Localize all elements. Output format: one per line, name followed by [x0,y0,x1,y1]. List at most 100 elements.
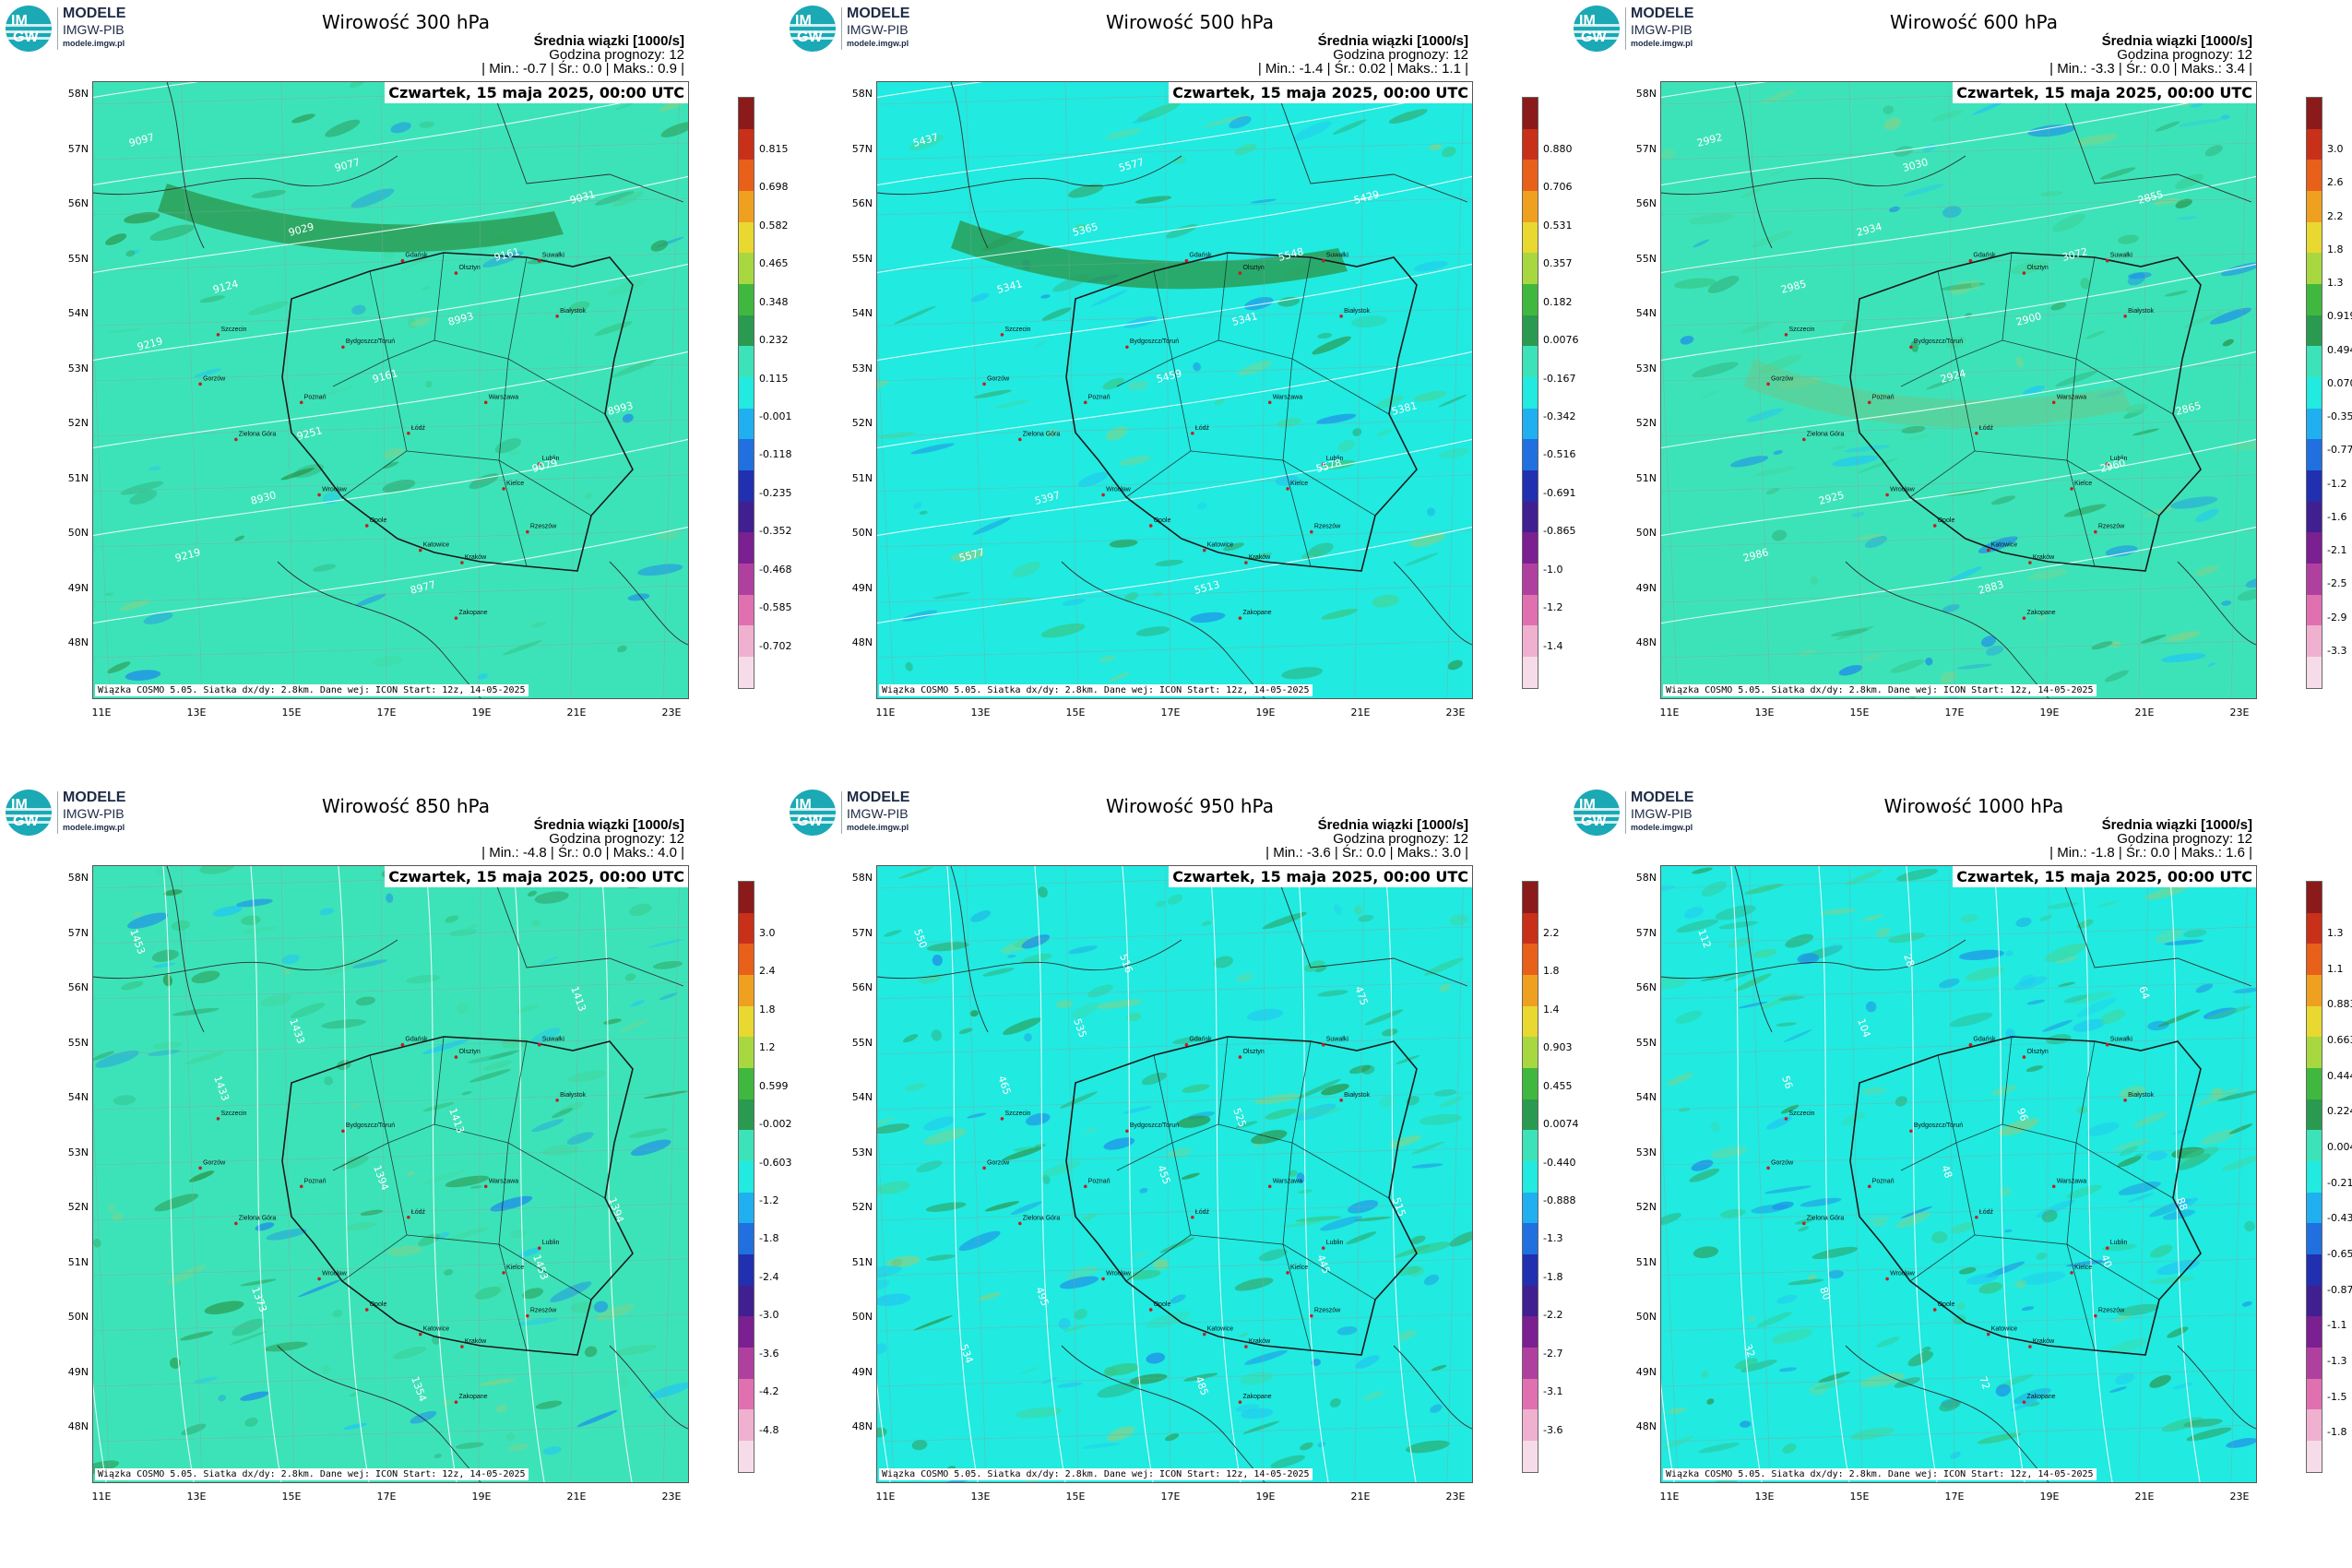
map-canvas: Gdańsk Olsztyn Suwałki Białystok Szczecin Byd… [877,866,1472,1482]
vorticity-band [1744,359,2132,428]
colorbar-segment [739,1378,754,1410]
vorticity-cell [2148,1277,2194,1284]
vorticity-cell [1240,1372,1274,1385]
latitude-gridline [1661,474,2256,493]
vorticity-cell [1103,1137,1135,1150]
city-marker [454,616,458,620]
vorticity-cell [157,868,165,876]
vorticity-cell [1661,148,1676,160]
colorbar-tick-label: 1.1 [2327,962,2344,975]
vorticity-cell [1127,1269,1161,1280]
latitude-label: 53N [67,362,89,374]
vorticity-cell [372,656,404,667]
city-marker [299,1184,303,1189]
model-info-footer: Wiązka COSMO 5.05. Siatka dx/dy: 2.8km. … [1663,684,2097,696]
longitude-gridline [1848,866,1863,1482]
vorticity-map: Gdańsk Olsztyn Suwałki Białystok Szczecin Byd… [876,81,1473,699]
city-label: Gdańsk [1973,1037,1996,1043]
vorticity-cell [1413,390,1447,402]
city-marker [2022,616,2026,620]
vorticity-cell [1312,1359,1321,1367]
city-marker [400,1042,405,1047]
vorticity-cell [1041,1377,1058,1384]
vorticity-cell [1426,507,1435,517]
vorticity-cell [422,1101,455,1112]
logo-line3: modele.imgw.pl [1631,39,1693,48]
vorticity-cell [2102,1243,2137,1252]
colorbar-tick-label: -2.9 [2327,611,2347,624]
vorticity-cell [1823,943,1844,956]
vorticity-cell [931,1029,943,1041]
logo-badge-icon: IM GW [6,790,52,836]
colorbar-tick-label: -2.4 [759,1270,779,1283]
neighbour-border [1845,1345,2049,1482]
colorbar [1522,881,1538,1473]
vorticity-cell [199,866,235,874]
logo-badge-icon: IM GW [1574,6,1620,52]
map-panel: IM GW MODELE IMGW-PIB modele.imgw.pl Wir… [784,0,1579,784]
vorticity-cell [1077,471,1109,488]
vorticity-cell [461,1091,472,1096]
city-label: Rzeszów [530,1308,557,1314]
logo-badge-bottom: GW [797,814,823,829]
colorbar-segment [2307,1130,2322,1162]
vorticity-cell [474,1286,502,1300]
latitude-label: 58N [1635,88,1657,100]
vorticity-cell [1293,1106,1341,1117]
region-border [498,1243,528,1351]
city-marker [537,1246,541,1250]
colorbar-segment [2307,564,2322,595]
latitude-label: 48N [67,636,89,648]
city-label: Kielce [506,1265,524,1271]
vorticity-cell [1794,1218,1814,1225]
city-marker [982,1166,986,1170]
latitude-gridline [93,1092,688,1111]
colorbar-tick-label: -1.2 [2327,477,2347,490]
latitude-gridline [1661,1258,2256,1277]
vorticity-cell [218,1395,227,1402]
vorticity-cell [1102,377,1125,390]
vorticity-cell [1844,445,1891,453]
vorticity-cell [2105,545,2138,557]
city-marker [1238,1400,1242,1404]
city-marker [1191,1215,1194,1219]
vorticity-cell [107,661,131,674]
colorbar-segment [2307,1316,2322,1348]
city-marker [1184,1042,1189,1047]
vorticity-cell [514,201,542,216]
latitude-label: 55N [1635,1036,1657,1049]
longitude-label: 11E [1659,707,1680,719]
vorticity-cell [1841,1111,1866,1126]
city-marker [1321,1246,1325,1250]
vorticity-cell [1765,487,1780,495]
colorbar-tick-label: 1.3 [2327,927,2344,939]
vorticity-cell [2114,1372,2135,1384]
region-border [2075,1142,2174,1199]
latitude-gridline [877,253,1472,271]
colorbar-tick-label: -1.3 [1543,1232,1563,1245]
vorticity-cell [495,1404,507,1413]
vorticity-cell [637,564,683,576]
vorticity-cell [1119,456,1151,466]
latitude-label: 49N [67,1365,89,1378]
vorticity-cell [2176,216,2197,220]
vorticity-cell [1778,995,1805,1001]
city-label: Suwałki [542,253,565,259]
neighbour-border [2057,82,2252,203]
logo-badge-icon: IM GW [6,6,52,52]
latitude-gridline [93,529,688,548]
valid-date-label: Czwartek, 15 maja 2025, 00:00 UTC [1953,866,2256,887]
vorticity-cell [1785,933,1813,948]
city-label: Gorzów [1771,375,1794,382]
colorbar-segment [1523,439,1538,471]
logo-badge-bottom: GW [13,814,39,829]
model-info-footer: Wiązka COSMO 5.05. Siatka dx/dy: 2.8km. … [95,1468,529,1480]
latitude-gridline [1661,1369,2256,1387]
vorticity-cell [1362,1391,1384,1400]
vorticity-cell [911,1439,928,1451]
contour-line [93,1382,107,1482]
vorticity-cell [2167,1326,2189,1338]
vorticity-cell [1382,1028,1398,1037]
vorticity-cell [240,1278,277,1287]
city-label: Zakopane [2026,1394,2055,1400]
